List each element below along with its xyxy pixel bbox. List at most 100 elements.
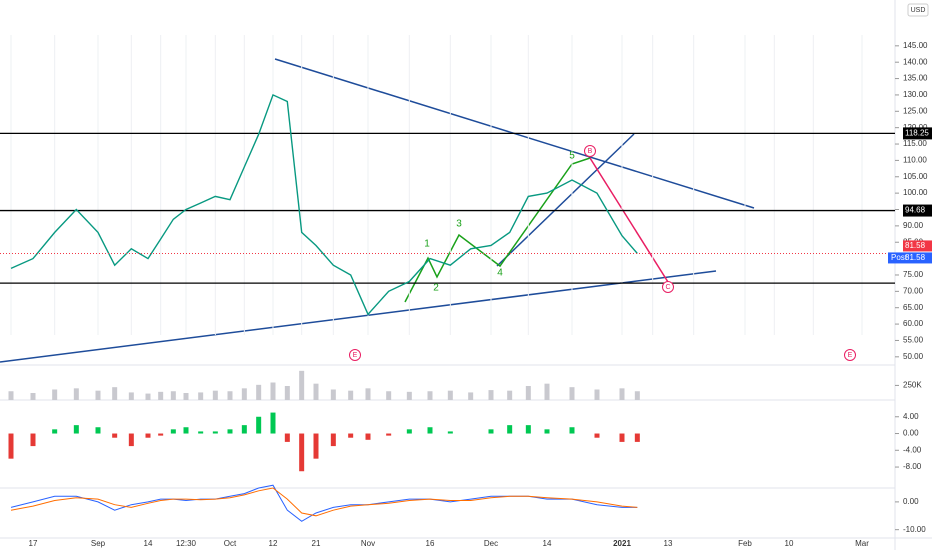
annotation: 3	[456, 219, 462, 230]
y-tick-label: 145.00	[903, 41, 928, 50]
y-tick-label: 90.00	[903, 221, 924, 230]
bar	[365, 433, 371, 440]
bar	[406, 429, 412, 434]
bar	[427, 391, 433, 400]
post-price: 81.58	[905, 253, 926, 262]
bar	[488, 390, 494, 400]
bar	[330, 389, 336, 400]
y-tick-label: 0.00	[903, 497, 919, 506]
bar	[73, 388, 79, 400]
bar	[634, 433, 640, 442]
bar	[270, 382, 276, 400]
y-tick-label: 120.00	[903, 123, 928, 132]
y-tick-label: -10.00	[903, 525, 926, 534]
x-tick-label: 14	[543, 539, 552, 548]
y-tick-label: -8.00	[903, 462, 922, 471]
bar	[386, 433, 392, 436]
annotation: 2	[433, 283, 439, 294]
y-tick-label: 75.00	[903, 270, 924, 279]
wave	[589, 157, 669, 283]
bar	[183, 393, 189, 400]
y-tick-label: 140.00	[903, 57, 928, 66]
bar	[594, 389, 600, 400]
x-tick-label: 21	[312, 539, 321, 548]
x-tick-label: Sep	[91, 539, 106, 548]
bar	[212, 431, 218, 434]
annotation: 1	[424, 239, 430, 250]
bar	[386, 391, 392, 400]
bar	[284, 433, 290, 442]
bar	[594, 433, 600, 438]
bar	[112, 387, 118, 400]
y-tick-label: 125.00	[903, 106, 928, 115]
bar	[348, 433, 354, 438]
bar	[270, 412, 276, 434]
y-tick-label: 110.00	[903, 156, 927, 165]
bar	[427, 427, 433, 434]
bar	[73, 425, 79, 434]
x-tick-label: Oct	[224, 539, 237, 548]
bar	[468, 392, 474, 400]
bar	[8, 433, 14, 459]
y-tick-label: 100.00	[903, 188, 928, 197]
bar	[507, 425, 513, 434]
level-label: 118.25	[905, 129, 929, 138]
bar	[241, 425, 247, 434]
bar	[52, 389, 58, 400]
bar	[544, 429, 550, 434]
bar	[8, 391, 14, 400]
session-lines	[10, 35, 863, 335]
bar	[507, 390, 513, 400]
y-tick-label: 70.00	[903, 286, 924, 295]
bar	[198, 392, 204, 400]
annotation: C	[665, 284, 670, 291]
bar	[256, 384, 262, 400]
y-tick-label: 105.00	[903, 172, 928, 181]
bar	[95, 390, 101, 400]
bar	[198, 431, 204, 434]
x-tick-label: 10	[785, 539, 794, 548]
bar	[112, 433, 118, 438]
x-tick-label: Dec	[484, 539, 498, 548]
bar	[227, 429, 233, 434]
y-tick-label: 115.00	[903, 139, 927, 148]
bar	[145, 433, 151, 438]
y-tick-label: 4.00	[903, 412, 919, 421]
annotation: E	[848, 352, 853, 359]
x-tick-label: 12:30	[176, 539, 197, 548]
x-tick-label: 13	[664, 539, 673, 548]
y-tick-label: 55.00	[903, 336, 924, 345]
y-tick-label: 135.00	[903, 74, 928, 83]
annotation-circle	[349, 349, 361, 361]
bar	[158, 433, 164, 436]
post-label: Post	[891, 253, 908, 262]
bar	[128, 433, 134, 447]
bar	[488, 429, 494, 434]
bar	[406, 391, 412, 400]
y-tick-label: 50.00	[903, 352, 924, 361]
bar	[95, 427, 101, 434]
annotation-circle	[584, 145, 596, 157]
currency-badge	[907, 3, 929, 17]
y-tick-label: 0.00	[903, 429, 919, 438]
y-tick-label: 250K	[903, 381, 922, 390]
bar	[183, 427, 189, 434]
bar	[544, 383, 550, 400]
x-tick-label: 17	[29, 539, 38, 548]
bar	[170, 391, 176, 400]
currency: USD	[911, 7, 926, 14]
bar	[313, 383, 319, 400]
x-tick-label: 14	[144, 539, 153, 548]
level-label: 94.68	[905, 206, 926, 215]
bar	[330, 433, 336, 447]
y-tick-label: -4.00	[903, 445, 922, 454]
x-tick-label: Nov	[361, 539, 375, 548]
series-line	[10, 487, 638, 517]
x-tick-label: Feb	[738, 539, 752, 548]
bar	[284, 386, 290, 400]
x-tick-label: 16	[426, 539, 435, 548]
bar	[299, 370, 305, 400]
bar	[52, 429, 58, 434]
